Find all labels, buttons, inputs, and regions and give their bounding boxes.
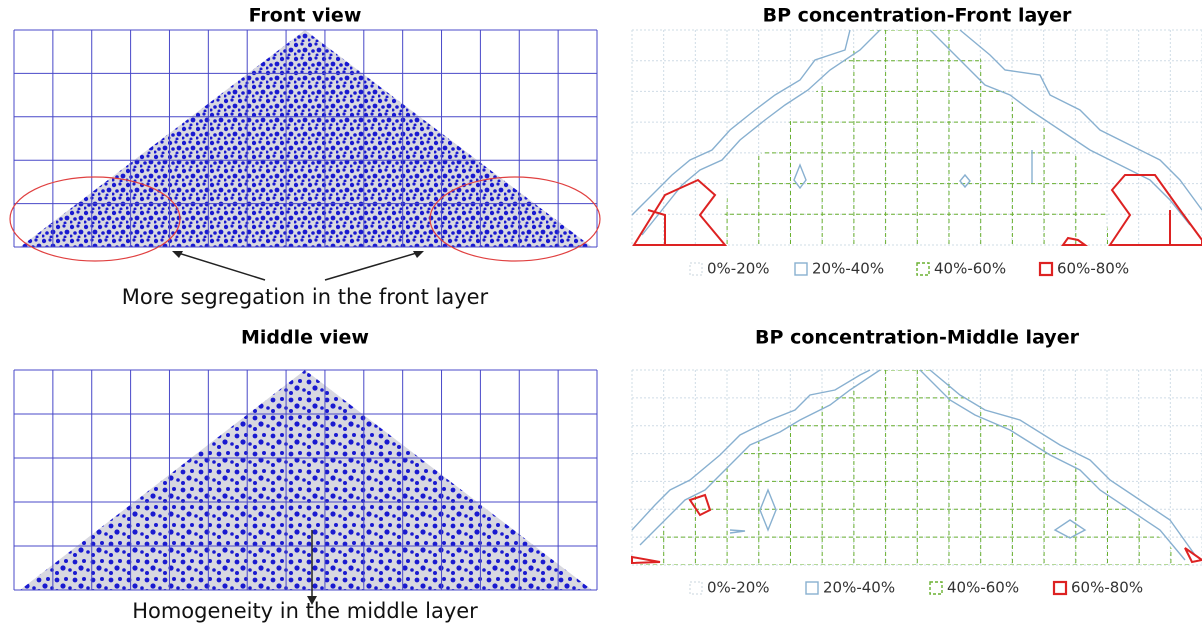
arrow bbox=[175, 252, 265, 280]
legend-swatch bbox=[795, 263, 807, 275]
annotation: More segregation in the front layer bbox=[122, 285, 489, 309]
legend-swatch bbox=[917, 263, 929, 275]
panel-title: Middle view bbox=[241, 327, 369, 349]
panel-title: BP concentration-Front layer bbox=[763, 5, 1072, 27]
panel-title: Front view bbox=[249, 5, 362, 27]
arrow-head bbox=[413, 251, 424, 258]
legend-label: 20%-40% bbox=[823, 579, 895, 597]
annotation: Homogeneity in the middle layer bbox=[132, 599, 478, 623]
figure: Front view More segregation in the front… bbox=[0, 0, 1202, 625]
grid bbox=[632, 370, 1202, 565]
legend-label: 40%-60% bbox=[947, 579, 1019, 597]
legend-label: 20%-40% bbox=[812, 260, 884, 278]
legend-label: 60%-80% bbox=[1057, 260, 1129, 278]
legend-swatch bbox=[690, 263, 702, 275]
legend-swatch bbox=[690, 582, 702, 594]
contour-60-80 bbox=[634, 175, 1202, 245]
legend-swatch bbox=[930, 582, 942, 594]
legend-swatch bbox=[1040, 263, 1052, 275]
particle-pile bbox=[20, 30, 592, 247]
body: Front view More segregation in the front… bbox=[0, 0, 1202, 625]
legend-label: 0%-20% bbox=[707, 579, 770, 597]
contour-20-40 bbox=[632, 370, 1195, 560]
legend-label: 0%-20% bbox=[707, 260, 770, 278]
legend-swatch bbox=[1054, 582, 1066, 594]
legend-label: 40%-60% bbox=[934, 260, 1006, 278]
legend: 0%-20% 20%-40% 40%-60% 60%-80% bbox=[690, 260, 1129, 278]
panel-title: BP concentration-Middle layer bbox=[755, 327, 1080, 349]
legend: 0%-20% 20%-40% 40%-60% 60%-80% bbox=[690, 579, 1143, 597]
particle-pile bbox=[20, 370, 592, 590]
page: {"left": {"front": {"title": "Front view… bbox=[0, 0, 1202, 625]
arrow bbox=[325, 252, 420, 280]
legend-label: 60%-80% bbox=[1071, 579, 1143, 597]
legend-swatch bbox=[806, 582, 818, 594]
